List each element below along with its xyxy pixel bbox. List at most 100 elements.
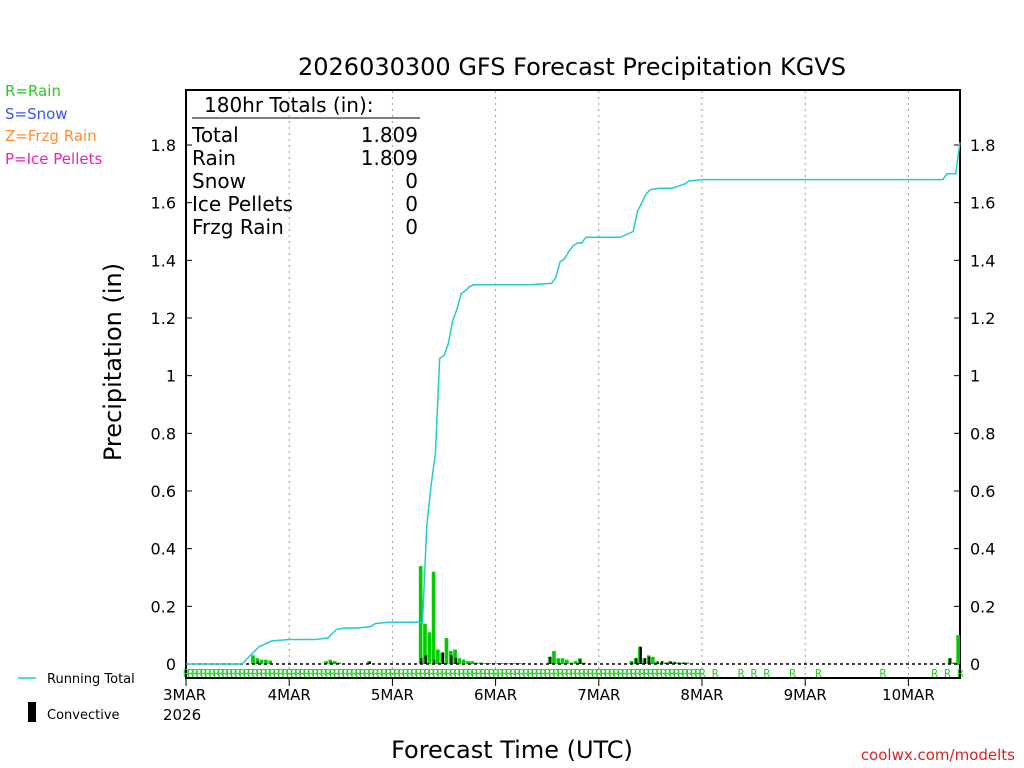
ptype-letter: R [316, 667, 323, 680]
y-tick-label-left: 1.8 [151, 136, 176, 155]
totals-box: 180hr Totals (in): Total 1.809 Rain 1.80… [191, 93, 420, 239]
ptype-letter: R [196, 667, 203, 680]
ptype-letter: R [815, 667, 822, 680]
ptype-letter: R [415, 667, 422, 680]
ptype-letter: R [398, 667, 405, 680]
y-tick-label-left: 1 [166, 367, 176, 386]
ptype-letter: R [368, 667, 375, 680]
ptype-letter: R [200, 667, 207, 680]
ptype-letter: R [235, 667, 242, 680]
plot-frame [185, 89, 961, 679]
ptype-letter: R [291, 667, 298, 680]
ptype-letter: R [273, 667, 280, 680]
y-tick-label-left: 1.6 [151, 194, 176, 213]
gridlines [288, 91, 909, 677]
convective-bar [669, 661, 672, 664]
y-tick-label-right: 1.8 [970, 136, 995, 155]
totals-header: 180hr Totals (in): [204, 93, 374, 117]
ptype-letter: R [346, 667, 353, 680]
legend-freezing-rain: Z=Frzg Rain [5, 127, 97, 145]
ptype-letter: R [389, 667, 396, 680]
totals-label-total: Total [191, 123, 239, 147]
ptype-letter: R [463, 667, 470, 680]
ptype-letter: R [553, 667, 560, 680]
running-total-line [186, 142, 961, 665]
totals-value-total: 1.809 [361, 123, 418, 147]
x-tick-label: 10MAR [882, 686, 935, 704]
ptype-letter: R [256, 667, 263, 680]
y-tick-label-left: 0 [166, 655, 176, 674]
ptype-letter: R [230, 667, 237, 680]
y-tick-label-left: 0.8 [151, 424, 176, 443]
ptype-letter: R [471, 667, 478, 680]
rain-bar [436, 649, 440, 664]
ptype-letter: R [587, 667, 594, 680]
rain-bar [500, 663, 505, 664]
rain-bars [251, 565, 960, 664]
ptype-letter: R [660, 667, 667, 680]
ptype-letter: R [544, 667, 551, 680]
y-tick-label-left: 1.2 [151, 309, 176, 328]
totals-label-snow: Snow [192, 169, 246, 193]
rain-bar [431, 571, 436, 664]
convective-bar [635, 658, 638, 664]
ptype-letter: R [600, 667, 607, 680]
ptype-letter: R [789, 667, 796, 680]
y-tick-label-left: 0.2 [151, 597, 176, 616]
ptype-letter: R [695, 667, 702, 680]
rain-bar [565, 659, 569, 664]
ptype-letter: R [445, 667, 452, 680]
convective-bar [674, 662, 677, 664]
ptype-letter-row: RRRRRRRRRRRRRRRRRRRRRRRRRRRRRRRRRRRRRRRR… [183, 667, 964, 680]
rain-bar [461, 659, 466, 664]
convective-bars [256, 646, 952, 664]
convective-bar [420, 658, 423, 664]
ptype-letter: R [647, 667, 654, 680]
x-tick-label: 5MAR [371, 686, 414, 704]
ptype-letter: R [286, 667, 293, 680]
y-axis-right: 0 0.2 0.4 0.6 0.8 1 1.2 1.4 1.6 1.8 [954, 136, 995, 674]
ptype-letter: R [381, 667, 388, 680]
ptype-letter: R [617, 667, 624, 680]
y-tick-label-right: 0 [970, 655, 980, 674]
ptype-letter: R [622, 667, 629, 680]
ptype-letter: R [690, 667, 697, 680]
convective-bar [433, 659, 436, 664]
ptype-letter: R [673, 667, 680, 680]
rain-bar [560, 658, 565, 664]
ptype-letter: R [596, 667, 603, 680]
ptype-letter: R [222, 667, 229, 680]
x-tick-label: 9MAR [784, 686, 827, 704]
ptype-letter: R [686, 667, 693, 680]
ptype-letter: R [420, 667, 427, 680]
convective-bar [682, 662, 685, 664]
legend-snow: S=Snow [5, 105, 68, 123]
rain-bar [685, 662, 690, 664]
ptype-letter: R [278, 667, 285, 680]
ptype-letter: R [355, 667, 362, 680]
ptype-letter: R [566, 667, 573, 680]
ptype-letter: R [321, 667, 328, 680]
ptype-letter: R [217, 667, 224, 680]
ptype-letter: R [260, 667, 267, 680]
ptype-letter: R [665, 667, 672, 680]
ptype-letter: R [751, 667, 758, 680]
x-tick-label: 4MAR [268, 686, 311, 704]
ptype-letter: R [488, 667, 495, 680]
ptype-letter: R [561, 667, 568, 680]
y-tick-label-right: 0.2 [970, 597, 995, 616]
ptype-letter: R [626, 667, 633, 680]
ptype-letter: R [407, 667, 414, 680]
convective-bar [949, 658, 952, 664]
ptype-letter: R [613, 667, 620, 680]
convective-bar [450, 655, 453, 664]
credit-link[interactable]: coolwx.com/modelts [861, 746, 1015, 764]
totals-value-freezing-rain: 0 [405, 215, 418, 239]
rain-bar [956, 635, 960, 664]
rain-bar [418, 565, 423, 664]
convective-bar [368, 661, 371, 664]
ptype-letter: R [213, 667, 220, 680]
ptype-letter: R [583, 667, 590, 680]
running-total-legend-label: Running Total [47, 672, 135, 687]
